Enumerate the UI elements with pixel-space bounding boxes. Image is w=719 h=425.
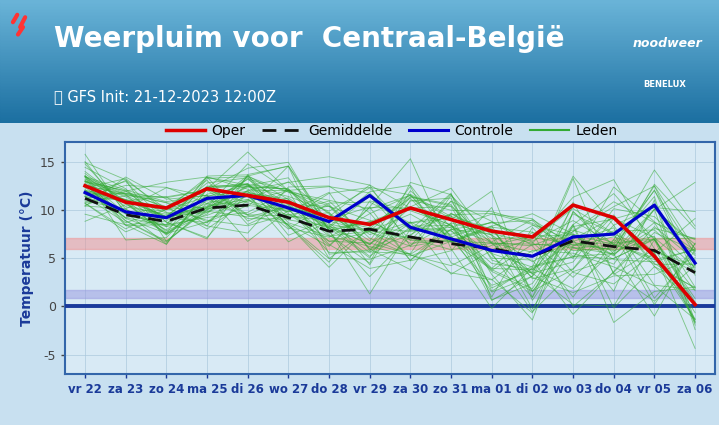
Bar: [0, 50, 719, 52]
Bar: [0, 107, 719, 109]
Bar: [0, 60, 719, 63]
Bar: [0, 28, 719, 31]
Bar: [0, 114, 719, 117]
Bar: [0, 62, 719, 65]
Text: Weerpluim voor  Centraal-België: Weerpluim voor Centraal-België: [54, 25, 564, 53]
Bar: [0, 116, 719, 119]
Bar: [0, 88, 719, 91]
Bar: [0, 57, 719, 60]
Bar: [0, 0, 719, 3]
Bar: [0, 56, 719, 59]
Bar: [0, 67, 719, 69]
Bar: [0, 117, 719, 120]
Legend: Oper, Gemiddelde, Controle, Leden: Oper, Gemiddelde, Controle, Leden: [160, 118, 623, 143]
Bar: [0, 74, 719, 77]
Bar: [0, 90, 719, 93]
Bar: [0, 77, 719, 80]
Bar: [65, 289, 715, 298]
Bar: [0, 36, 719, 39]
Bar: [0, 22, 719, 25]
Bar: [0, 110, 719, 113]
Bar: [0, 108, 719, 111]
Bar: [0, 54, 719, 57]
Bar: [0, 23, 719, 26]
Bar: [0, 11, 719, 14]
Bar: [0, 120, 719, 123]
Bar: [0, 14, 719, 17]
Bar: [0, 104, 719, 106]
Bar: [0, 71, 719, 74]
Bar: [0, 97, 719, 100]
Bar: [0, 85, 719, 88]
Bar: [0, 37, 719, 40]
Bar: [0, 20, 719, 23]
Bar: [0, 99, 719, 102]
Bar: [0, 79, 719, 82]
Bar: [0, 48, 719, 51]
Bar: [0, 63, 719, 66]
Bar: [0, 3, 719, 6]
Bar: [65, 238, 715, 249]
Bar: [0, 43, 719, 46]
Bar: [0, 17, 719, 20]
Bar: [0, 111, 719, 114]
Bar: [0, 80, 719, 83]
Bar: [0, 91, 719, 94]
Y-axis label: Temperatuur (°C): Temperatuur (°C): [20, 190, 35, 326]
Bar: [0, 96, 719, 99]
Text: noodweer: noodweer: [633, 37, 702, 50]
Bar: [0, 51, 719, 54]
Bar: [0, 8, 719, 11]
Text: BENELUX: BENELUX: [644, 80, 687, 89]
Bar: [0, 5, 719, 8]
Bar: [0, 6, 719, 9]
Bar: [0, 31, 719, 34]
Bar: [0, 39, 719, 42]
Bar: [0, 94, 719, 97]
Text: ⓘ GFS Init: 21-12-2023 12:00Z: ⓘ GFS Init: 21-12-2023 12:00Z: [54, 89, 276, 104]
Bar: [0, 30, 719, 32]
Bar: [0, 102, 719, 105]
Bar: [0, 59, 719, 62]
Bar: [0, 100, 719, 103]
Bar: [0, 9, 719, 12]
Bar: [0, 16, 719, 19]
Bar: [0, 45, 719, 48]
Bar: [0, 2, 719, 5]
Bar: [0, 26, 719, 29]
Bar: [0, 82, 719, 85]
Bar: [0, 40, 719, 43]
Bar: [0, 65, 719, 68]
Bar: [0, 70, 719, 72]
Bar: [0, 87, 719, 89]
Bar: [0, 83, 719, 86]
Bar: [0, 33, 719, 35]
Bar: [0, 13, 719, 15]
Bar: [0, 76, 719, 79]
Bar: [0, 93, 719, 96]
Bar: [0, 25, 719, 28]
Bar: [0, 73, 719, 76]
Bar: [0, 105, 719, 108]
Bar: [0, 19, 719, 22]
Bar: [0, 34, 719, 37]
Bar: [0, 119, 719, 122]
Bar: [0, 0, 719, 2]
Bar: [0, 113, 719, 116]
Bar: [0, 46, 719, 49]
Bar: [0, 42, 719, 45]
Bar: [0, 53, 719, 56]
Bar: [0, 68, 719, 71]
